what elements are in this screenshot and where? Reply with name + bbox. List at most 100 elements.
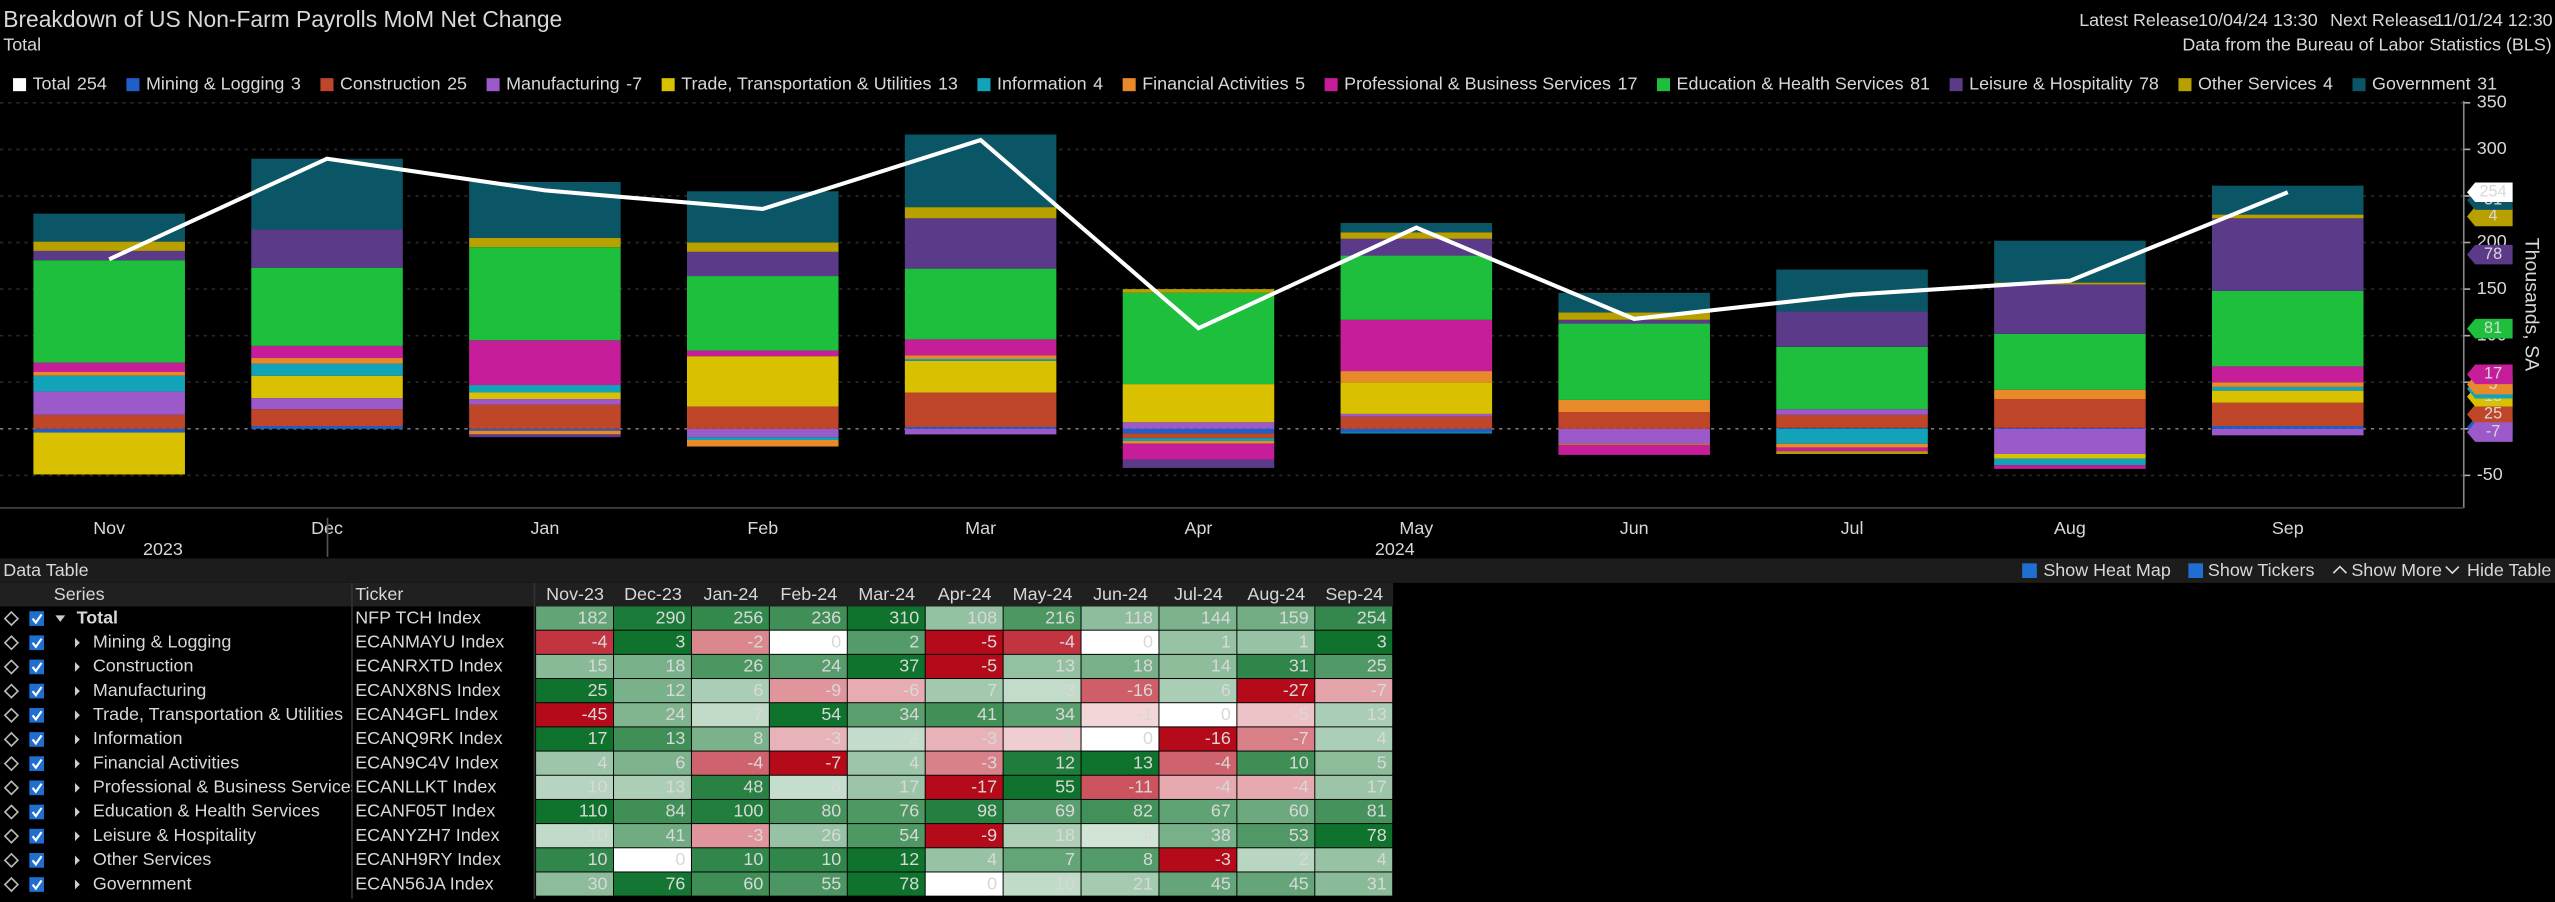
bar-segment	[469, 434, 621, 438]
cell-value: 26	[821, 825, 841, 845]
value-flag	[2467, 206, 2513, 227]
cell-value: -45	[582, 704, 608, 724]
cell-value: 12	[665, 680, 685, 700]
row-checkbox[interactable]	[29, 804, 44, 820]
heat-cell	[769, 727, 847, 751]
heat-cell	[769, 872, 847, 896]
cell-value: 7	[753, 704, 763, 724]
heat-cell	[536, 606, 614, 630]
row-icon	[3, 876, 20, 893]
bar-segment	[686, 276, 839, 351]
row-checkbox[interactable]	[29, 780, 44, 796]
cell-value: 31	[1289, 656, 1309, 676]
column-header: Jun-24	[1093, 584, 1148, 604]
heat-cell	[847, 824, 925, 848]
bar-segment	[1994, 458, 2146, 466]
heat-cell	[1081, 630, 1159, 654]
heat-cell	[536, 727, 614, 751]
heat-cell	[1315, 630, 1393, 654]
ticker: ECANRXTD Index	[355, 656, 502, 676]
heat-cell	[1159, 751, 1237, 775]
x-tick-label: Apr	[1185, 518, 1213, 538]
bar-segment	[33, 260, 185, 363]
subtitle: Total	[3, 34, 41, 54]
cell-value: 98	[977, 801, 997, 821]
cell-value: 80	[821, 801, 841, 821]
row-checkbox[interactable]	[29, 828, 44, 844]
cell-value: 25	[588, 680, 608, 700]
cell-value: 6	[1221, 680, 1231, 700]
heat-cell	[1159, 606, 1237, 630]
cell-value: 82	[1133, 801, 1153, 821]
row-checkbox[interactable]	[29, 659, 44, 675]
heat-cell	[1315, 848, 1393, 872]
heat-cell	[847, 751, 925, 775]
bar-segment	[1776, 443, 1928, 448]
value-flag	[2467, 244, 2513, 265]
icon	[2445, 566, 2460, 575]
row-checkbox[interactable]	[29, 732, 44, 747]
bar-segment	[33, 241, 185, 251]
series-name: Manufacturing	[93, 680, 207, 700]
checkbox[interactable]	[2188, 563, 2204, 578]
bar-segment	[251, 363, 403, 376]
cell-value: 4	[987, 849, 997, 869]
cell-value: 4	[1377, 849, 1387, 869]
bar-segment	[469, 428, 621, 431]
x-tick-label: May	[1399, 518, 1433, 538]
column-header: Series	[54, 584, 105, 604]
toolbar-button[interactable]: Show Tickers	[2208, 560, 2315, 580]
cell-value: -4	[592, 631, 608, 651]
toolbar-button[interactable]: Hide Table	[2467, 560, 2551, 580]
row-checkbox[interactable]	[29, 611, 44, 626]
heat-cell	[1315, 606, 1393, 630]
legend-swatch	[1657, 78, 1671, 92]
heat-cell	[1081, 654, 1159, 679]
bar-segment	[469, 340, 621, 386]
row-checkbox[interactable]	[29, 756, 44, 771]
cell-value: 254	[1357, 607, 1387, 627]
bar-segment	[904, 426, 1057, 429]
cell-value: 12	[899, 849, 919, 869]
heat-cell	[1159, 727, 1237, 751]
heat-cell	[614, 606, 691, 630]
cell-value: 216	[1045, 607, 1075, 627]
bar-segment	[686, 439, 839, 447]
heat-cell	[691, 848, 769, 872]
expand-arrow	[74, 831, 80, 842]
cell-value: -27	[1283, 680, 1309, 700]
column-header: May-24	[1013, 584, 1073, 604]
value-flag	[2467, 422, 2513, 442]
row-checkbox[interactable]	[29, 853, 44, 868]
x-tick-label: Nov	[93, 518, 125, 538]
bar-segment	[686, 350, 839, 357]
cell-value: 13	[1055, 656, 1075, 676]
cell-value: 69	[1055, 801, 1075, 821]
bar-segment	[1340, 232, 1493, 239]
heat-cell	[925, 751, 1003, 775]
value-flag-label: -7	[2486, 422, 2500, 440]
row-checkbox[interactable]	[29, 635, 44, 651]
checkbox[interactable]	[2022, 563, 2037, 578]
row-icon	[3, 804, 20, 820]
row-icon	[3, 610, 20, 627]
bar-segment	[904, 218, 1057, 269]
column-header: Sep-24	[1325, 584, 1383, 604]
column-header: Feb-24	[780, 584, 837, 604]
legend-swatch	[2178, 78, 2192, 92]
heat-cell	[1159, 824, 1237, 848]
heat-cell	[536, 848, 614, 872]
heat-cell	[925, 727, 1003, 751]
heat-cell	[1081, 679, 1159, 703]
next-release: 11/01/24 12:30	[2434, 10, 2552, 30]
row-checkbox[interactable]	[29, 707, 44, 723]
row-checkbox[interactable]	[29, 877, 44, 892]
toolbar-button[interactable]: Show Heat Map	[2043, 560, 2170, 580]
heat-cell	[1081, 727, 1159, 751]
bar-segment	[1558, 428, 1710, 444]
value-flag	[2467, 182, 2513, 202]
row-icon	[3, 683, 20, 699]
row-checkbox[interactable]	[29, 683, 44, 699]
heat-cell	[1003, 848, 1081, 872]
toolbar-button[interactable]: Show More	[2351, 560, 2442, 580]
